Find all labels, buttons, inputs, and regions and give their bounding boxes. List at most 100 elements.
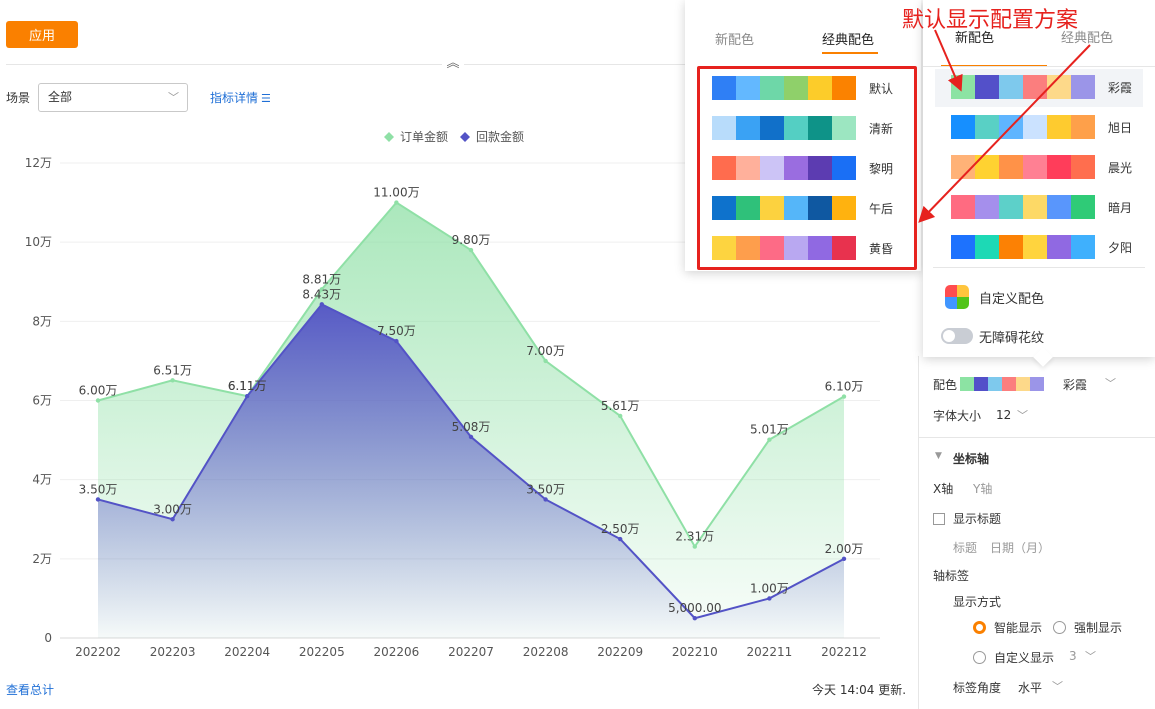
data-point: [841, 556, 847, 562]
color-swatch: [808, 236, 832, 260]
color-swatch: [784, 116, 808, 140]
chevron-down-icon[interactable]: ﹀: [1017, 409, 1028, 422]
tab-new-palette[interactable]: 新配色: [955, 31, 995, 46]
data-point: [468, 247, 474, 253]
data-label: 6.11万: [228, 379, 267, 393]
radio[interactable]: [973, 651, 986, 664]
data-point: [767, 596, 772, 601]
font-size-value[interactable]: 12: [996, 408, 1012, 422]
color-swatch: [760, 236, 784, 260]
chevron-down-icon[interactable]: ﹀: [1085, 650, 1096, 663]
popup-divider: [933, 267, 1145, 268]
scheme-option[interactable]: 彩霞: [951, 75, 1132, 99]
color-swatch: [960, 377, 974, 391]
smart-display-label: 智能显示: [994, 621, 1043, 635]
scheme-option[interactable]: 黄昏: [712, 236, 893, 260]
x-tick-label: 202207: [448, 645, 494, 659]
radio-selected[interactable]: [973, 621, 986, 634]
annotation-highlight-box: [697, 66, 917, 270]
color-swatch: [1030, 377, 1044, 391]
custom-display-value[interactable]: 3: [1069, 649, 1077, 663]
tab-y-axis[interactable]: Y轴: [973, 482, 993, 496]
data-label: 5.61万: [601, 399, 640, 413]
scheme-option[interactable]: 暗月: [951, 195, 1132, 219]
smart-display-radio[interactable]: 智能显示: [973, 619, 1042, 636]
axis-label-title: 轴标签: [933, 569, 970, 583]
color-swatch: [736, 156, 760, 180]
scheme-name: 夕阳: [1108, 240, 1133, 255]
color-scheme-preview[interactable]: [960, 377, 1044, 391]
x-tick-label: 202211: [746, 645, 792, 659]
scheme-swatches: [951, 75, 1095, 99]
title-value[interactable]: 日期（月）: [990, 541, 1051, 555]
scheme-option[interactable]: 黎明: [712, 156, 893, 180]
scene-select[interactable]: 全部 ﹀: [38, 83, 188, 112]
legend-marker: [384, 132, 394, 142]
accessibility-toggle[interactable]: [941, 328, 973, 344]
scheme-swatches: [951, 195, 1095, 219]
chevron-down-icon[interactable]: ﹀: [1105, 377, 1116, 390]
color-swatch: [988, 377, 1002, 391]
color-swatch: [951, 155, 975, 179]
apply-button[interactable]: 应用: [6, 21, 78, 48]
scheme-option[interactable]: 晨光: [951, 155, 1132, 179]
data-point: [245, 393, 250, 399]
color-swatch: [975, 235, 999, 259]
force-display-radio[interactable]: 强制显示: [1053, 619, 1122, 636]
tab-classic-palette[interactable]: 经典配色: [1061, 31, 1114, 46]
checkbox[interactable]: [933, 513, 945, 525]
legend-label: 订单金额: [400, 129, 448, 144]
tab-classic-palette[interactable]: 经典配色: [822, 33, 875, 48]
y-tick-label: 2万: [32, 552, 52, 566]
show-title-checkbox[interactable]: 显示标题: [933, 510, 1001, 527]
color-swatch: [1071, 115, 1095, 139]
tab-x-axis[interactable]: X轴: [933, 482, 954, 496]
scheme-name: 晨光: [1108, 160, 1133, 175]
scheme-option[interactable]: 清新: [712, 116, 893, 140]
scheme-option[interactable]: 旭日: [951, 115, 1132, 139]
scheme-option[interactable]: 默认: [712, 76, 893, 100]
color-swatch: [1071, 195, 1095, 219]
collapse-up-icon[interactable]: ︽: [442, 55, 464, 73]
color-swatch: [1047, 155, 1071, 179]
metric-detail-link[interactable]: 指标详情 ☰: [210, 89, 271, 106]
x-tick-label: 202204: [224, 645, 270, 659]
color-swatch: [712, 116, 736, 140]
caret-down-icon[interactable]: ▼: [935, 451, 942, 461]
color-swatch: [712, 196, 736, 220]
color-value[interactable]: 彩霞: [1063, 378, 1088, 392]
custom-palette-icon[interactable]: [945, 285, 969, 309]
chevron-down-icon[interactable]: ﹀: [1052, 680, 1063, 693]
color-swatch: [712, 236, 736, 260]
accessibility-pattern-label[interactable]: 无障碍花纹: [979, 331, 1045, 346]
custom-palette-label[interactable]: 自定义配色: [979, 292, 1045, 307]
custom-display-label: 自定义显示: [994, 651, 1055, 665]
view-total-link[interactable]: 查看总计: [6, 683, 55, 697]
scheme-name: 彩霞: [1108, 80, 1133, 95]
axis-section-title[interactable]: 坐标轴: [953, 452, 990, 466]
color-swatch: [736, 236, 760, 260]
scheme-option[interactable]: 夕阳: [951, 235, 1132, 259]
x-tick-label: 202202: [75, 645, 121, 659]
color-swatch: [760, 76, 784, 100]
color-swatch: [1016, 377, 1030, 391]
color-swatch: [1047, 235, 1071, 259]
data-point: [319, 287, 324, 292]
data-label: 5,000.00: [668, 601, 721, 615]
label-angle-value[interactable]: 水平: [1018, 681, 1043, 695]
display-mode-label: 显示方式: [953, 595, 1002, 609]
color-swatch: [808, 76, 832, 100]
color-swatch: [975, 155, 999, 179]
color-swatch: [975, 195, 999, 219]
scheme-name: 黎明: [869, 161, 894, 176]
x-tick-label: 202212: [821, 645, 867, 659]
data-label: 7.50万: [377, 324, 416, 338]
data-point: [394, 338, 399, 344]
scheme-option[interactable]: 午后: [712, 196, 893, 220]
data-point: [767, 437, 772, 442]
scheme-swatches: [712, 76, 856, 100]
radio[interactable]: [1053, 621, 1066, 634]
metric-detail-label: 指标详情: [210, 91, 259, 105]
custom-display-radio[interactable]: 自定义显示: [973, 649, 1054, 666]
tab-new-palette[interactable]: 新配色: [715, 33, 755, 48]
